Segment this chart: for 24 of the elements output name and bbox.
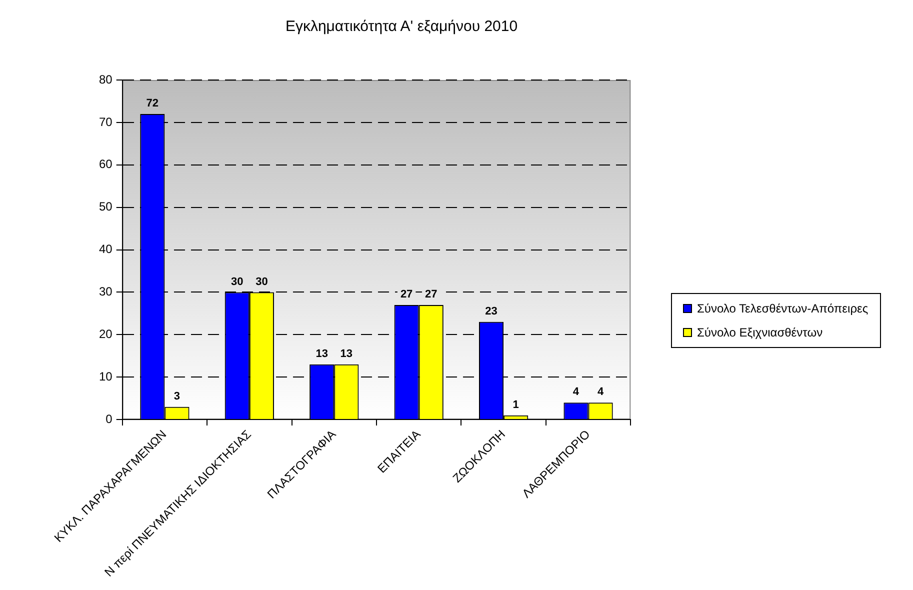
legend-label: Σύνολο Εξιχνιασθέντων bbox=[697, 325, 823, 340]
y-tick-label: 0 bbox=[106, 412, 113, 426]
y-tick-label: 80 bbox=[98, 72, 113, 86]
data-label: 72 bbox=[146, 97, 159, 110]
data-label: 1 bbox=[512, 398, 519, 411]
data-label: 23 bbox=[485, 305, 498, 318]
data-label: 4 bbox=[597, 386, 604, 398]
data-label: 3 bbox=[174, 390, 180, 402]
y-tick-label: 30 bbox=[98, 284, 113, 299]
data-label: 13 bbox=[316, 348, 328, 360]
y-tick-label: 20 bbox=[98, 326, 113, 341]
data-label: 30 bbox=[231, 276, 244, 288]
data-label: 27 bbox=[425, 288, 438, 300]
legend-label: Σύνολο Τελεσθέντων-Απόπειρες bbox=[697, 301, 868, 316]
data-label: 4 bbox=[572, 386, 580, 398]
y-tick-label: 40 bbox=[98, 242, 113, 256]
y-tick-label: 60 bbox=[98, 157, 113, 172]
chart-title: Εγκληματικότητα Α' εξαμήνου 2010 bbox=[285, 18, 518, 36]
y-tick-label: 50 bbox=[98, 200, 113, 214]
data-label: 27 bbox=[400, 288, 413, 300]
y-tick-label: 10 bbox=[98, 369, 113, 384]
data-label: 13 bbox=[340, 348, 353, 360]
data-label: 30 bbox=[256, 276, 268, 288]
y-tick-label: 70 bbox=[98, 114, 113, 129]
